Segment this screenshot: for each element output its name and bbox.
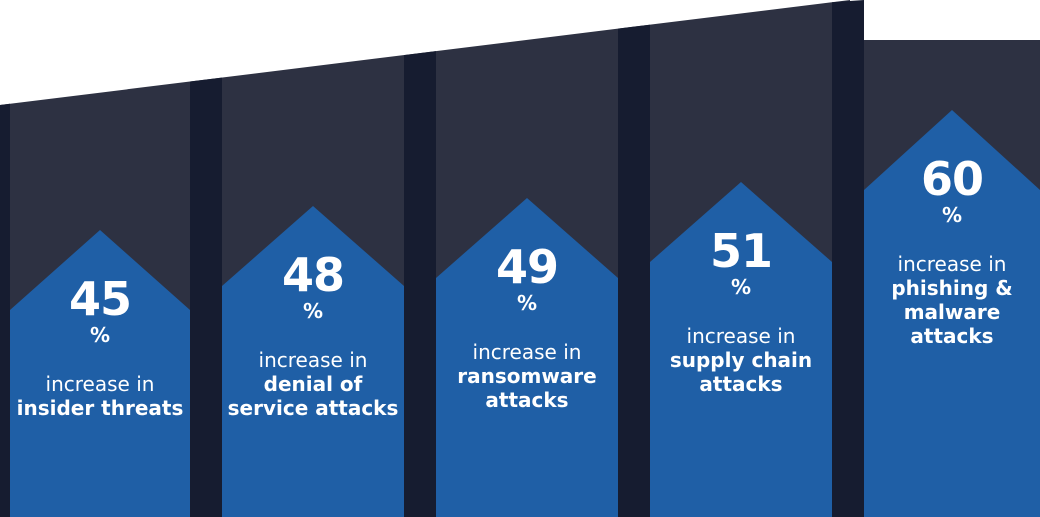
stat-emphasis: ransomware attacks — [457, 364, 597, 412]
stat-value: 60 — [920, 152, 984, 206]
stat-unit: % — [302, 299, 324, 323]
stat-value: 45 — [68, 272, 132, 326]
stat-card-ransomware: 49 % increase in ransomware attacks — [436, 244, 618, 412]
bar-arrow — [864, 110, 1040, 517]
stat-prefix: increase in — [258, 348, 368, 372]
stat-unit: % — [516, 291, 538, 315]
top-right-notch — [850, 0, 1040, 40]
stat-prefix: increase in — [897, 252, 1007, 276]
stat-description: increase in ransomware attacks — [436, 340, 618, 412]
stat-value: 49 — [495, 240, 559, 294]
bar-arrow — [222, 206, 404, 517]
stat-description: increase in denial of service attacks — [222, 348, 404, 420]
stat-unit: % — [941, 203, 963, 227]
bar-arrow — [436, 198, 618, 517]
stat-description: increase in insider threats — [10, 372, 190, 420]
stat-unit: % — [89, 323, 111, 347]
column-divider — [618, 24, 650, 517]
stat-value: 48 — [281, 248, 345, 302]
stat-card-denial-of-service: 48 % increase in denial of service attac… — [222, 252, 404, 420]
stat-card-supply-chain: 51 % increase in supply chain attacks — [650, 228, 832, 396]
stat-prefix: increase in — [45, 372, 155, 396]
stat-emphasis: denial of service attacks — [227, 372, 399, 420]
stat-value: 51 — [709, 224, 773, 278]
stat-unit: % — [730, 275, 752, 299]
stat-emphasis: insider threats — [16, 396, 184, 420]
bar-arrow — [650, 182, 832, 517]
stat-emphasis: supply chain attacks — [669, 348, 813, 396]
stat-prefix: increase in — [686, 324, 796, 348]
bar-arrow — [10, 230, 190, 517]
stat-card-insider-threats: 45 % increase in insider threats — [10, 276, 190, 420]
stat-description: increase in supply chain attacks — [650, 324, 832, 396]
stat-emphasis: phishing & malware attacks — [891, 276, 1013, 348]
stat-description: increase in phishing & malware attacks — [864, 252, 1040, 348]
column-divider — [0, 103, 10, 517]
column-divider — [832, 0, 864, 517]
column-divider — [404, 51, 436, 517]
stat-card-phishing-malware: 60 % increase in phishing & malware atta… — [864, 156, 1040, 348]
stat-prefix: increase in — [472, 340, 582, 364]
column-divider — [190, 77, 222, 517]
